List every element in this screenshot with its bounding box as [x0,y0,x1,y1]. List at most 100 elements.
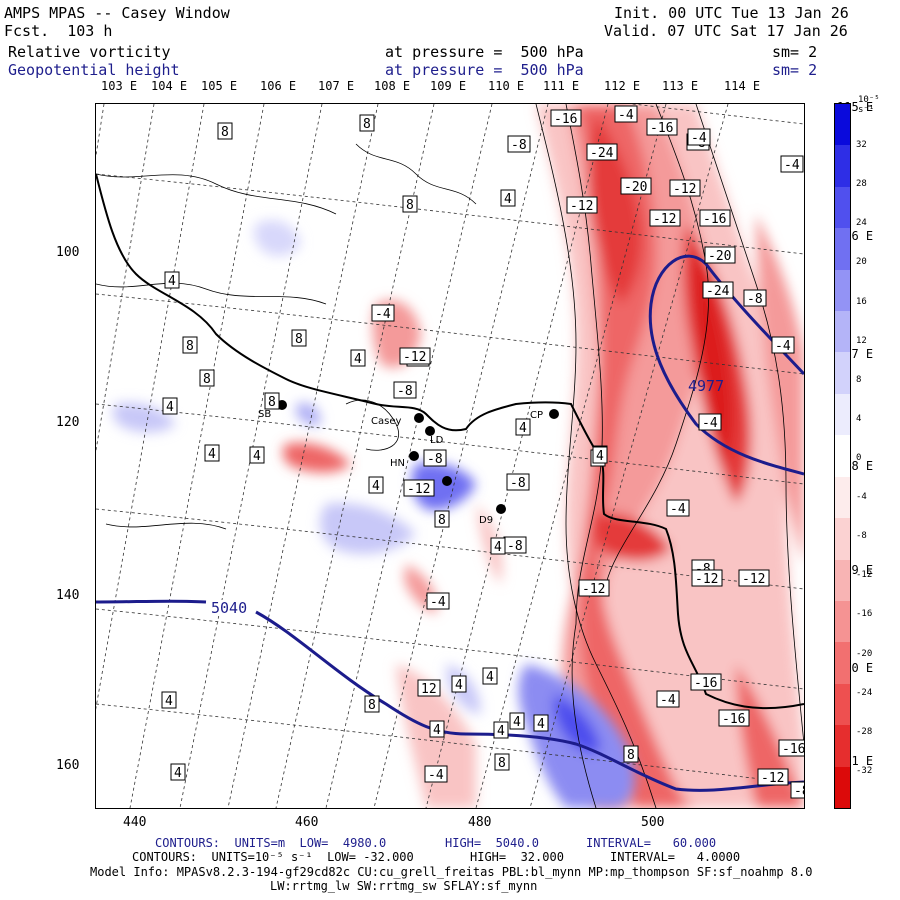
contour-label-box [704,246,736,264]
contour-label-text: 4 [537,717,545,732]
colorbar-segment [835,352,850,395]
contour-label-box [702,281,734,299]
meridian-line [529,104,729,808]
y-tick-label: 140 [56,588,80,603]
contour-label-box [515,418,531,436]
height-contour-5040 [96,599,804,792]
contour-label-text: -4 [775,339,791,354]
footer-height-contours: CONTOURS: UNITS=m LOW= 4980.0 [155,836,387,850]
colorbar-tick-label: 8 [856,374,862,385]
meridian-line [96,104,205,710]
contour-label-box [482,667,498,685]
colorbar-segment [835,435,850,478]
contour-label-text: -4 [618,108,634,123]
contour-label-box [164,271,180,289]
contour-label-text: 8 [406,198,414,213]
colorbar-tick-label: -28 [856,726,873,737]
contour-label-box [656,690,680,708]
contour-label-box [743,289,767,307]
height-contour-4977 [648,254,804,476]
colorbar-tick-label: -8 [856,531,867,542]
contour-label-box [757,768,789,786]
contour-label-box [533,714,549,732]
window-title: AMPS MPAS -- Casey Window [4,4,230,22]
meridian-line [373,104,549,808]
contour-label-text: -8 [507,539,523,554]
contour-label-text: -16 [554,112,577,127]
contour-label-box [698,413,722,431]
meridian-line [275,104,435,808]
contour-label-box [778,739,804,757]
contour-label-text: 4 [166,400,174,415]
footer-model-info: Model Info: MPASv8.2.3-194-gf29cd82c CU:… [90,865,813,879]
contour-label-box [170,763,186,781]
contour-label-box [429,720,445,738]
contour-label-text: 4 [168,274,176,289]
contour-label-text: -12 [403,350,426,365]
contour-label-text: -12 [761,771,784,786]
contour-label-box [669,179,701,197]
contour-label-box [403,479,435,497]
colorbar-tick-label: 28 [856,179,867,190]
contour-label-text: -4 [702,416,718,431]
contour-label-text: 8 [268,395,276,410]
contour-label-text: -16 [722,712,745,727]
contour-label-box [161,691,177,709]
contour-label-box [451,675,467,693]
contour-label-text: -8 [510,476,526,491]
vorticity-contours [96,104,804,808]
footer-height-interval: INTERVAL= 60.000 [586,836,717,850]
contour-label-text: 8 [438,513,446,528]
y-tick-label: 100 [56,245,80,260]
contour-label-box [426,592,450,610]
field1-level: at pressure = 500 hPa [385,43,584,61]
footer-vort-interval: INTERVAL= 4.0000 [610,850,741,864]
contour-label-text: 8 [295,332,303,347]
x-tick-label: 440 [123,815,147,830]
contour-label-box [718,709,750,727]
colorbar-segment [835,228,850,271]
longitude-label: 114 E [724,79,761,93]
contour-label-text: 4 [354,352,362,367]
parallel-line [96,703,804,785]
station-label: Casey [371,416,401,427]
station-dot [549,409,559,419]
contour-label-box [264,392,280,410]
contour-label-text: -4 [375,307,391,322]
contour-label-box [291,329,307,347]
meridian-line [425,104,609,808]
contour-label-box [690,673,722,691]
contour-label-text: -4 [660,693,676,708]
longitude-label: 111 E [543,79,580,93]
contour-label-box [359,114,375,132]
colorbar-tick-label: -24 [856,687,873,698]
contour-label-text: -16 [782,742,804,757]
longitude-label: 107 E [318,79,355,93]
contour-label-text: 4 [174,766,182,781]
contour-label-text: 4 [486,670,494,685]
field2-name: Geopotential height [8,61,180,79]
colorbar-tick-label: -20 [856,648,873,659]
contour-label-box [393,381,417,399]
colorbar-tick-label: 20 [856,257,867,268]
contour-label-box [506,473,530,491]
meridian-line [129,104,265,808]
field1-smoothing: sm= 2 [772,43,818,61]
contour-label-box [592,446,608,464]
contour-label-text: 8 [363,117,371,132]
contour-label-text: 8 [627,748,635,763]
contour-label-box [578,579,610,597]
field2-smoothing: sm= 2 [772,61,818,79]
colorbar-segment [835,725,850,768]
vorticity-map[interactable]: SBCaseyHNYKD9CPLD -16-16-8-24-20-12-12-1… [95,103,805,809]
colorbar-segment [835,393,850,436]
contour-label-box [614,105,638,123]
contour-label-text: -16 [703,212,726,227]
valid-time: Valid. 07 UTC Sat 17 Jan 26 [604,22,848,40]
longitude-label: 104 E [151,79,188,93]
contour-label-text: 4 [519,421,527,436]
contour-label-text: -12 [742,572,765,587]
contour-label-text: 4 [497,724,505,739]
contour-label-box [182,336,198,354]
contour-label-box [550,109,582,127]
